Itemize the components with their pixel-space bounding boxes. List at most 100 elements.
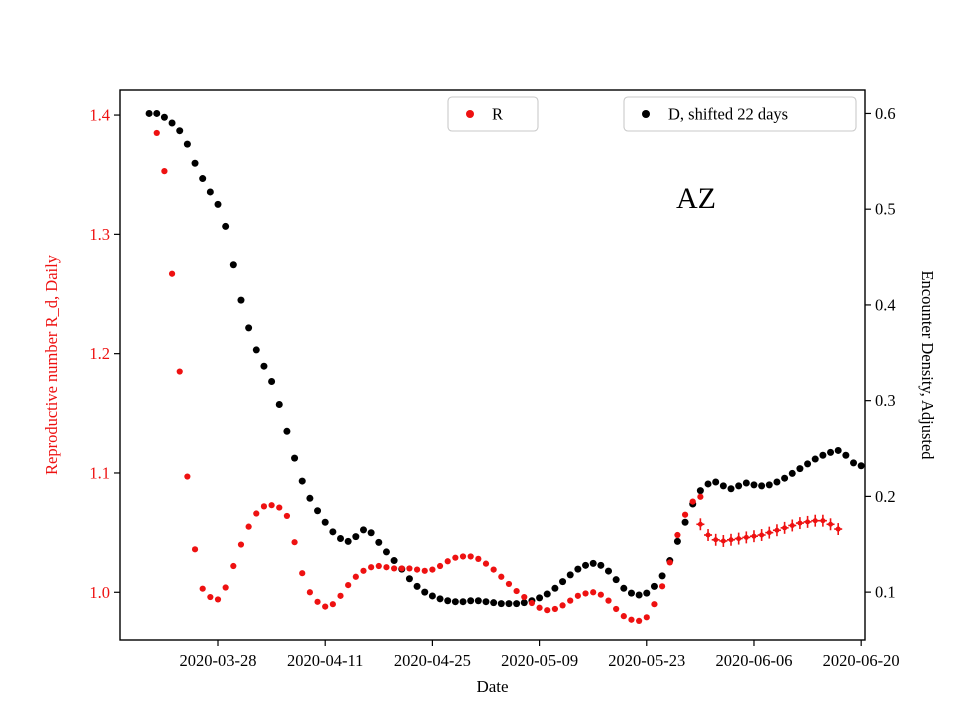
data-point <box>467 553 474 560</box>
data-point <box>306 494 314 502</box>
data-point <box>650 582 658 590</box>
data-point <box>160 113 168 121</box>
data-point <box>436 595 444 603</box>
data-point <box>673 537 681 545</box>
data-point <box>735 482 743 490</box>
data-point <box>252 346 260 354</box>
data-point <box>398 565 405 572</box>
data-point <box>405 575 413 583</box>
data-point <box>804 460 812 468</box>
plot-frame <box>119 89 866 641</box>
data-point <box>759 532 765 538</box>
y-right-tick-label: 0.4 <box>875 295 896 314</box>
data-point <box>429 566 436 573</box>
data-point <box>643 589 651 597</box>
data-point <box>391 565 398 572</box>
data-point <box>428 592 436 600</box>
legend-1: R <box>447 96 539 132</box>
data-point <box>567 597 574 604</box>
data-point <box>536 594 544 602</box>
data-point <box>835 526 841 532</box>
y-right-tick-label: 0.1 <box>875 583 896 602</box>
x-tick-label: 2020-06-06 <box>715 651 792 670</box>
data-point <box>459 553 467 560</box>
data-point <box>230 562 237 570</box>
data-point <box>482 598 490 606</box>
data-point <box>222 222 230 230</box>
data-point <box>559 578 567 586</box>
data-point <box>681 518 689 526</box>
data-point <box>359 526 367 534</box>
legend-marker-icon <box>466 110 474 118</box>
data-point <box>276 504 283 511</box>
data-point <box>612 576 620 584</box>
data-point <box>696 487 704 495</box>
data-point <box>199 175 207 183</box>
data-point <box>153 109 161 117</box>
data-point <box>774 527 780 533</box>
y-right-tick-label: 0.6 <box>875 104 896 123</box>
data-point <box>781 474 789 482</box>
data-point <box>222 584 229 591</box>
data-point <box>551 605 559 613</box>
series-d-shifted-22-days <box>145 109 865 608</box>
data-point <box>834 446 842 454</box>
data-point <box>474 597 482 605</box>
data-point <box>620 613 627 620</box>
data-point <box>750 481 758 489</box>
data-point <box>766 530 772 536</box>
data-point <box>153 129 160 137</box>
data-point <box>352 533 360 541</box>
data-point <box>413 582 421 590</box>
y-right-tick-label: 0.5 <box>875 200 896 219</box>
data-point <box>751 533 757 539</box>
data-point <box>765 481 773 489</box>
series-r <box>153 129 704 625</box>
data-point <box>268 502 275 509</box>
y-right-axis-title: Encounter Density, Adjusted <box>918 270 937 460</box>
legend-label: R <box>492 105 503 124</box>
y-right-tick-label: 0.3 <box>875 391 896 410</box>
data-point <box>199 585 206 592</box>
data-point <box>298 477 306 485</box>
x-tick-label: 2020-04-25 <box>394 651 471 670</box>
data-point <box>436 562 444 570</box>
data-point <box>275 400 283 408</box>
data-point <box>651 601 658 608</box>
legend-marker-icon <box>642 110 650 118</box>
data-point <box>482 560 490 567</box>
data-point <box>452 554 459 561</box>
y-left-tick-label: 1.0 <box>89 583 110 602</box>
data-point <box>658 572 666 580</box>
data-point <box>689 498 696 505</box>
data-point <box>789 522 795 528</box>
data-point <box>521 593 528 601</box>
data-point <box>176 127 184 135</box>
data-point <box>344 537 352 545</box>
data-point <box>674 531 681 539</box>
data-point <box>421 567 428 574</box>
data-point <box>229 261 237 269</box>
data-point <box>597 591 604 598</box>
data-point <box>183 140 191 148</box>
data-point <box>421 588 429 596</box>
series-r-with-error-bars <box>696 514 843 547</box>
data-point <box>728 537 734 543</box>
x-tick-label: 2020-06-20 <box>823 651 900 670</box>
data-point <box>360 567 367 574</box>
data-point <box>413 566 421 573</box>
data-point <box>797 520 803 526</box>
data-point <box>704 480 712 488</box>
data-point <box>368 564 375 571</box>
legend-2: D, shifted 22 days <box>623 96 857 132</box>
data-point <box>467 597 475 605</box>
data-point <box>513 587 520 595</box>
data-point <box>375 538 383 546</box>
data-point <box>566 571 574 579</box>
data-point <box>291 539 298 546</box>
data-point <box>352 573 359 580</box>
data-point <box>597 561 605 569</box>
data-point <box>805 519 811 525</box>
data-point <box>314 507 322 515</box>
